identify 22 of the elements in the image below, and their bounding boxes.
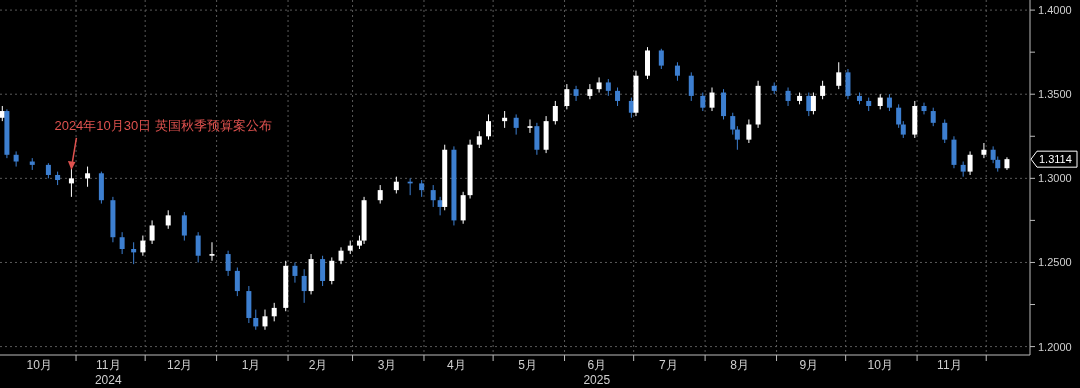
y-tick-label: 1.2000 (1038, 340, 1072, 353)
x-tick-label: 9月 (799, 358, 819, 372)
annotation: 1.3114 (1039, 153, 1072, 166)
x-tick-label: 1月 (241, 358, 261, 372)
y-tick-label: 1.2500 (1038, 256, 1072, 269)
x-tick-label: 4月 (446, 358, 466, 372)
x-tick-label: 5月 (518, 358, 538, 372)
x-tick-label: 8月 (730, 358, 750, 372)
x-tick-label: 10月 (26, 358, 52, 372)
annotation: 2024年10月30日 英国秋季预算案公布 (54, 117, 272, 133)
x-tick-label: 11月 (937, 358, 962, 372)
x-tick-label: 7月 (658, 358, 678, 372)
y-tick-label: 1.3500 (1038, 88, 1072, 101)
y-tick-label: 1.3000 (1038, 172, 1072, 185)
x-tick-label: 2月 (308, 358, 328, 372)
x-tick-label: 10月 (867, 358, 893, 372)
x-tick-label: 6月 2025 (583, 358, 611, 387)
price-tag: 1.3114 (1030, 150, 1078, 168)
x-tick-label: 3月 (377, 358, 397, 372)
x-tick-label: 12月 (167, 358, 193, 372)
x-tick-label: 11月 2024 (94, 358, 122, 387)
y-tick-label: 1.4000 (1038, 4, 1072, 17)
